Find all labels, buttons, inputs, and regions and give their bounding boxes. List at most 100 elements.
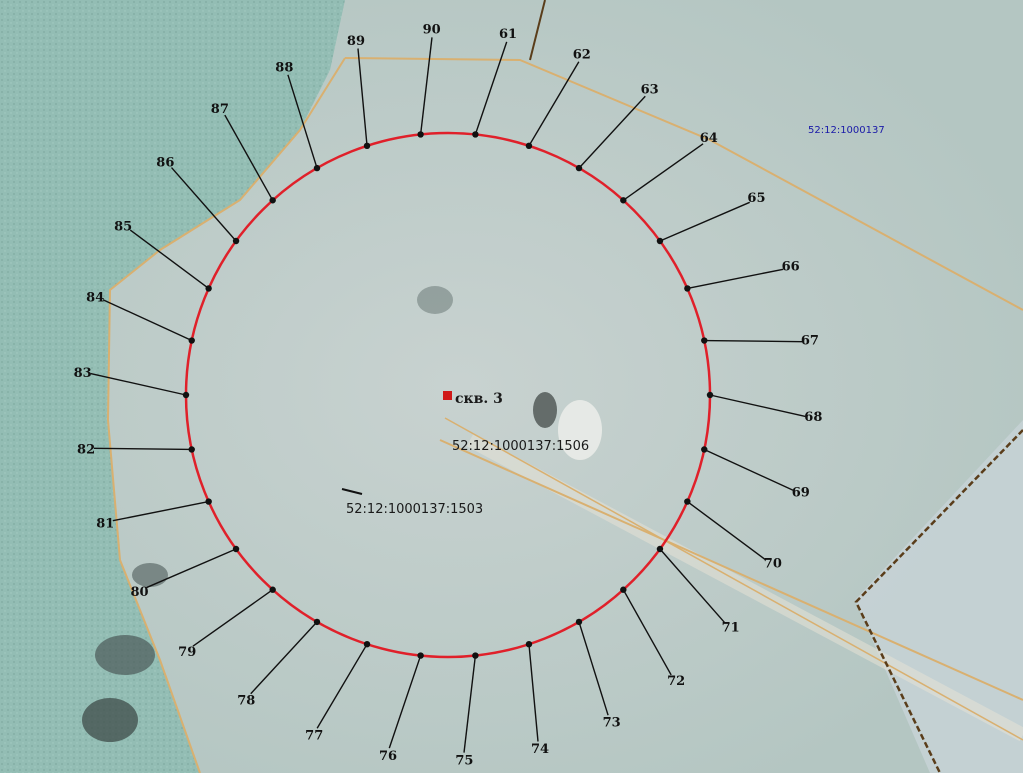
leader-line: [93, 447, 192, 451]
vertex-label: 67: [801, 334, 819, 349]
vertex-label: 87: [211, 102, 229, 117]
vertex-label: 90: [423, 22, 441, 37]
leader-line: [112, 500, 209, 522]
circle-vertex[interactable]: [656, 545, 664, 553]
leader-line: [703, 448, 794, 491]
circle-vertex[interactable]: [232, 237, 240, 245]
leader-line: [659, 548, 726, 623]
leader-line: [102, 299, 193, 342]
vertex-label: 77: [305, 729, 323, 744]
circle-vertex[interactable]: [205, 498, 212, 505]
parcel-label-1503: 52:12:1000137:1503: [346, 502, 483, 517]
vertex-label: 80: [130, 585, 148, 600]
leader-line: [686, 501, 767, 561]
circle-vertex[interactable]: [525, 640, 533, 648]
parcel-boundary-line: [344, 57, 1023, 311]
vegetation-patch: [95, 635, 155, 675]
vegetation-patch: [533, 392, 557, 428]
leader-lines: [90, 37, 806, 753]
circle-vertex[interactable]: [684, 498, 691, 505]
circle-vertex[interactable]: [232, 545, 240, 553]
parcel-boundaries: [106, 0, 1023, 774]
circle-vertex[interactable]: [417, 652, 424, 659]
circle-vertex[interactable]: [706, 391, 714, 399]
vertex-label: 72: [667, 674, 685, 689]
circle-vertex[interactable]: [313, 164, 321, 172]
vertex-label: 63: [641, 83, 659, 98]
circle-vertex[interactable]: [575, 164, 583, 172]
well-label: скв. 3: [455, 391, 503, 407]
leader-line: [250, 621, 318, 695]
circle-vertex[interactable]: [205, 285, 212, 292]
vertex-label: 70: [764, 557, 782, 572]
vertex-label: 64: [700, 131, 718, 146]
circle-vertex[interactable]: [363, 640, 371, 648]
vertex-label: 73: [603, 715, 621, 730]
vertex-label: 71: [722, 620, 740, 635]
leader-line: [192, 589, 274, 647]
parcel-label-top-right: 52:12:1000137: [808, 125, 885, 136]
parcel-leader: [341, 488, 363, 495]
leader-line: [463, 655, 477, 753]
circle-vertex[interactable]: [525, 142, 533, 150]
leader-line: [622, 143, 704, 201]
leader-line: [419, 37, 433, 135]
circle-vertex[interactable]: [269, 586, 276, 593]
vertex-label: 86: [156, 156, 174, 171]
leader-line: [687, 268, 784, 290]
circle-vertex[interactable]: [188, 446, 195, 453]
circle-vertex[interactable]: [701, 446, 708, 453]
vertex-label: 66: [782, 259, 800, 274]
circle-vertex[interactable]: [188, 337, 195, 344]
circle-vertex[interactable]: [313, 618, 321, 626]
road-track: [466, 433, 1023, 742]
circle-vertex[interactable]: [182, 391, 190, 399]
vertex-label: 75: [455, 754, 473, 769]
leader-line: [316, 643, 368, 729]
leader-line: [287, 74, 318, 169]
vertex-labels: 61 62 63 64 65 66 67 68 69 70 71 72 73 74 75 76 77 78 79 80…: [74, 22, 823, 768]
wetland-area: [0, 0, 345, 773]
leader-line: [659, 201, 751, 242]
circle-vertices: [182, 131, 714, 659]
adjacent-parcel-area: [855, 420, 1023, 773]
circle-vertex[interactable]: [472, 652, 479, 659]
vertex-label: 89: [347, 34, 365, 49]
circle-vertex[interactable]: [684, 285, 691, 292]
vertex-label: 61: [499, 27, 517, 42]
circle-vertex[interactable]: [701, 337, 708, 344]
leader-line: [528, 644, 539, 742]
parcel-boundary-line: [854, 429, 1023, 774]
parcel-boundary-line: [529, 0, 546, 61]
circle-vertex[interactable]: [620, 197, 627, 204]
bright-spot: [558, 400, 602, 460]
leader-line: [170, 167, 237, 242]
vegetation-patch: [82, 698, 138, 742]
leader-line: [90, 372, 187, 396]
vertex-label: 79: [178, 645, 196, 660]
vertex-label: 88: [275, 61, 293, 76]
circle-vertex[interactable]: [656, 237, 664, 245]
leader-line: [578, 621, 609, 716]
leader-line: [528, 61, 580, 147]
circle-vertex[interactable]: [417, 131, 424, 138]
circle-vertex[interactable]: [269, 197, 276, 204]
leader-line: [709, 394, 806, 418]
circle-vertex[interactable]: [363, 142, 371, 150]
vertex-label: 81: [96, 517, 114, 532]
well-marker[interactable]: [443, 391, 452, 400]
leader-line: [129, 229, 210, 289]
vertex-label: 82: [77, 442, 95, 457]
circle-vertex[interactable]: [575, 618, 583, 626]
parcel-boundary-line: [106, 57, 346, 774]
leader-line: [145, 548, 237, 589]
circle-vertex[interactable]: [472, 131, 479, 138]
vertex-label: 85: [114, 219, 132, 234]
vertex-label: 83: [74, 366, 92, 381]
vertex-label: 62: [573, 47, 591, 62]
parcel-label-1506: 52:12:1000137:1506: [452, 439, 589, 454]
circle-vertex[interactable]: [620, 586, 627, 593]
parcel-boundary-line: [444, 417, 1023, 741]
